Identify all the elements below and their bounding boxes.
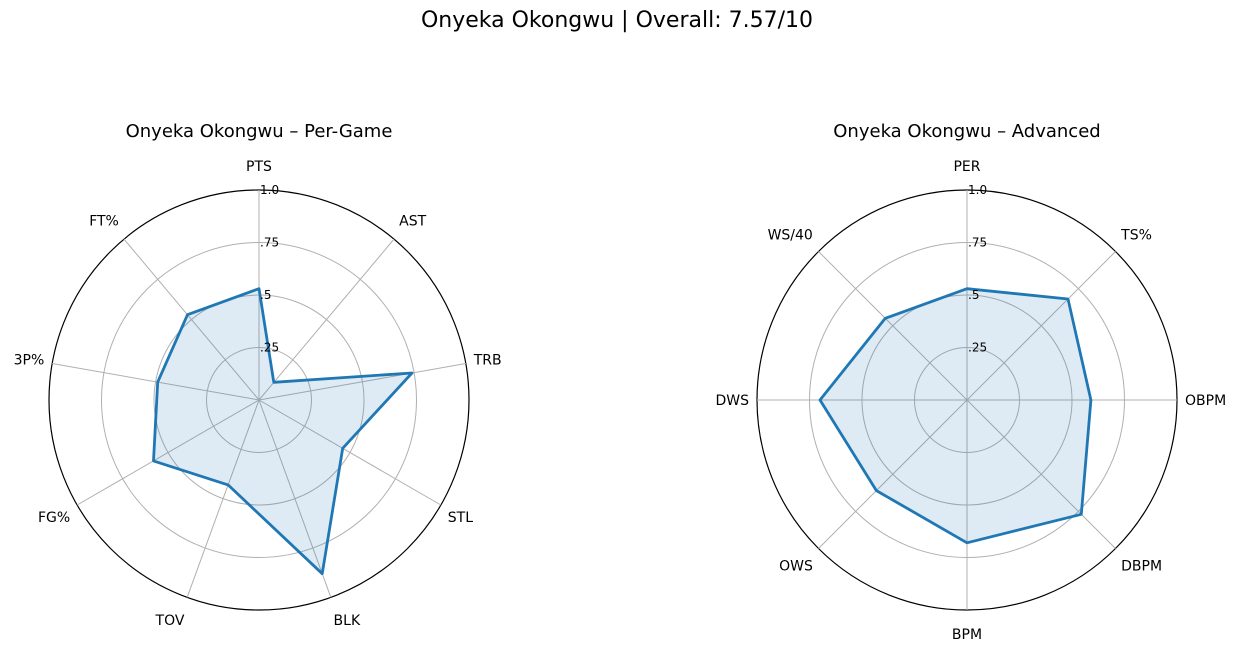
grid-spoke bbox=[258, 238, 395, 401]
radar-panel-1: .25 .5 .75 1.0 PTS AST TRB STL BLK TOV FG% 3P% FT% On… bbox=[14, 121, 502, 629]
axis-label-ts: TS% bbox=[1120, 228, 1152, 244]
axis-label-pts: PTS bbox=[246, 159, 272, 175]
axis-label-per: PER bbox=[953, 159, 980, 175]
series-fill bbox=[820, 288, 1091, 543]
grid-spoke bbox=[258, 399, 442, 506]
axis-label-blk: BLK bbox=[334, 613, 361, 629]
radial-tick-label: 1.0 bbox=[968, 183, 987, 197]
radial-tick-label: 1.0 bbox=[260, 183, 279, 197]
axis-label-ws40: WS/40 bbox=[768, 228, 813, 244]
radial-tick-label: .25 bbox=[968, 341, 987, 355]
grid-spoke bbox=[258, 363, 466, 401]
grid-spoke bbox=[76, 399, 260, 506]
grid-spoke bbox=[818, 399, 968, 549]
series-line bbox=[152, 287, 414, 576]
axis-label-ft: FT% bbox=[89, 214, 119, 230]
radar-panel-2: .25 .5 .75 1.0 PER TS% OBPM DBPM BPM OWS DWS WS/40 O… bbox=[715, 121, 1226, 643]
series-fill bbox=[153, 288, 412, 574]
grid-spoke bbox=[52, 363, 260, 401]
axis-label-stl: STL bbox=[448, 510, 473, 526]
axis-label-tov: TOV bbox=[155, 613, 185, 629]
axis-label-trb: TRB bbox=[473, 352, 502, 368]
grid-spoke bbox=[966, 399, 1116, 549]
figure-title: Onyeka Okongwu | Overall: 7.57/10 bbox=[420, 8, 814, 33]
axis-label-bpm: BPM bbox=[952, 627, 982, 643]
grid-spoke bbox=[258, 399, 332, 598]
axis-label-dws: DWS bbox=[715, 393, 749, 409]
radial-tick-label: .25 bbox=[260, 341, 279, 355]
radial-tick-label: .75 bbox=[968, 236, 987, 250]
panel-title: Onyeka Okongwu – Per-Game bbox=[126, 121, 393, 142]
grid-spoke bbox=[966, 251, 1116, 401]
axis-label-3p: 3P% bbox=[14, 352, 45, 368]
axis-label-ast: AST bbox=[399, 214, 426, 230]
axis-label-dbpm: DBPM bbox=[1121, 558, 1162, 574]
grid-spoke bbox=[818, 251, 968, 401]
panel-title: Onyeka Okongwu – Advanced bbox=[833, 121, 1100, 142]
radial-tick-label: .5 bbox=[968, 288, 979, 302]
radial-tick-label: .5 bbox=[260, 288, 271, 302]
axis-label-obpm: OBPM bbox=[1185, 393, 1226, 409]
axis-label-ows: OWS bbox=[779, 558, 813, 574]
grid-spoke bbox=[123, 238, 260, 401]
radial-tick-label: .75 bbox=[260, 236, 279, 250]
axis-label-fg: FG% bbox=[38, 510, 70, 526]
grid-spoke bbox=[186, 399, 260, 598]
